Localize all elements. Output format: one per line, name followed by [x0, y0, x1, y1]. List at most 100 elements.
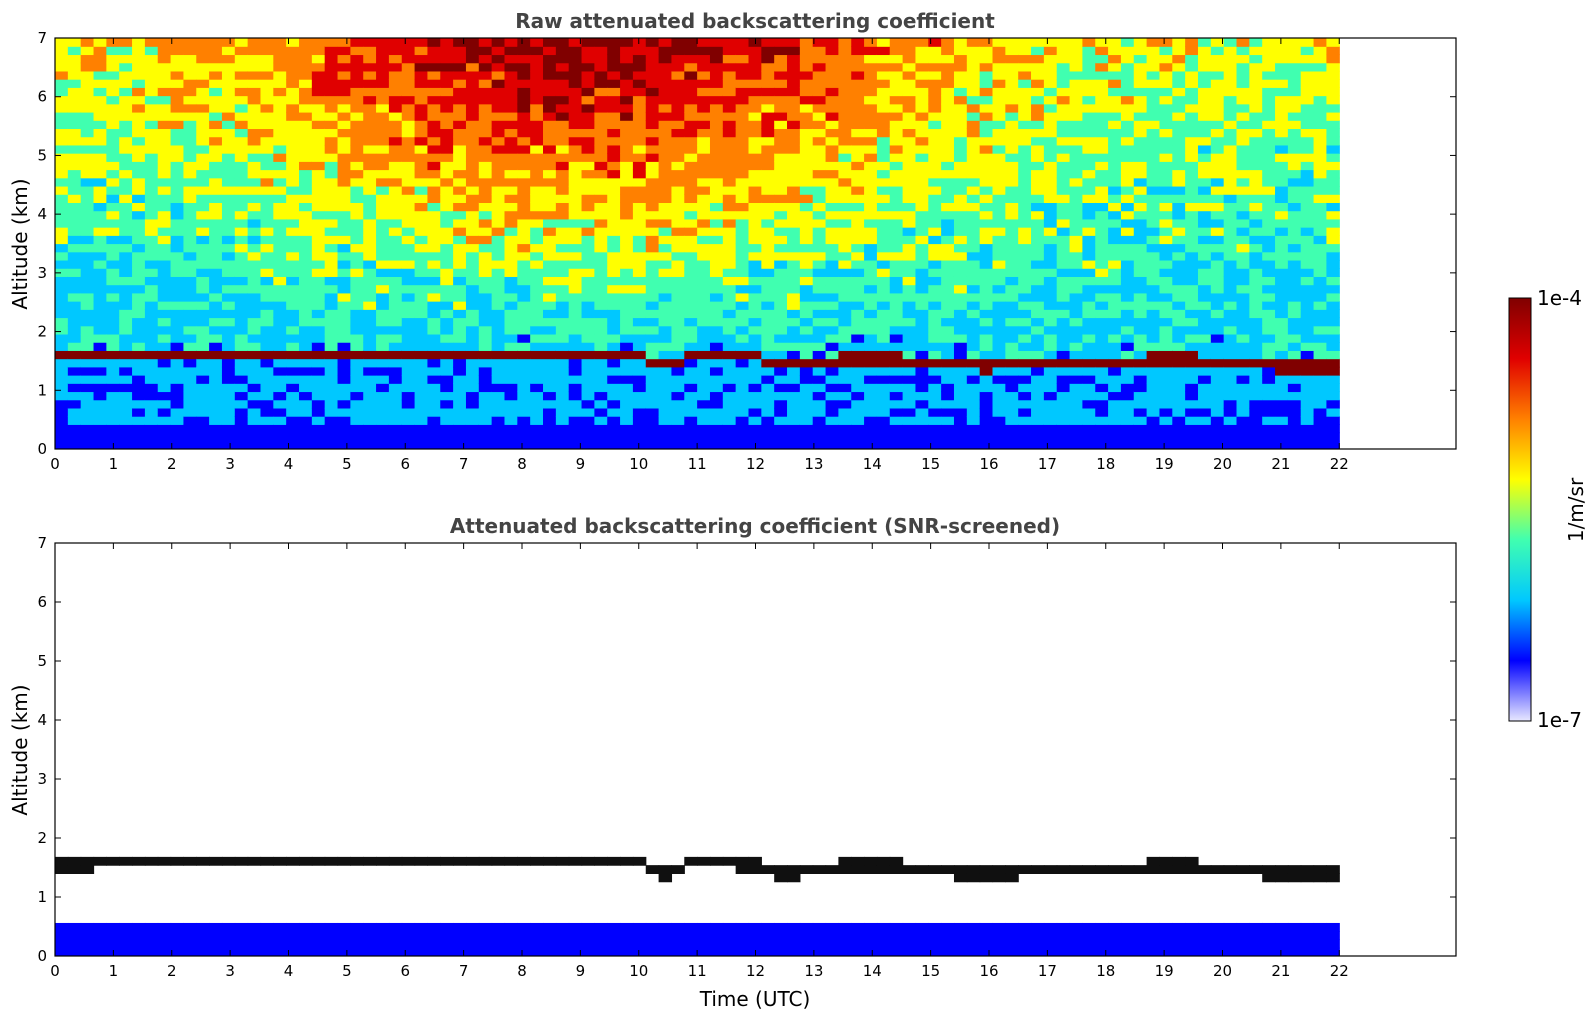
- heatmap-cell: [440, 301, 454, 310]
- heatmap-cell: [1172, 399, 1186, 409]
- heatmap-cell: [286, 62, 300, 72]
- heatmap-cell: [67, 292, 82, 302]
- heatmap-cell: [119, 79, 133, 88]
- heatmap-cell: [93, 218, 107, 228]
- heatmap-cell: [928, 161, 942, 171]
- heatmap-cell: [1095, 185, 1109, 195]
- heatmap-cell: [106, 432, 120, 442]
- heatmap-cell: [645, 46, 660, 56]
- heatmap-cell: [440, 325, 454, 335]
- heatmap-cell: [915, 202, 929, 212]
- heatmap-cell: [812, 309, 827, 319]
- heatmap-cell: [902, 276, 917, 286]
- heatmap-cell: [555, 111, 570, 121]
- heatmap-cell: [453, 366, 467, 376]
- heatmap-cell: [530, 292, 544, 302]
- heatmap-cell: [1056, 227, 1071, 236]
- heatmap-cell: [1133, 276, 1148, 286]
- heatmap-cell: [761, 251, 775, 261]
- heatmap-cell: [221, 375, 236, 384]
- heatmap-cell: [170, 317, 185, 327]
- heatmap-cell: [1236, 79, 1250, 88]
- heatmap-cell: [864, 251, 878, 261]
- heatmap-cell: [902, 79, 917, 88]
- heatmap-cell: [517, 95, 531, 105]
- heatmap-cell: [979, 259, 994, 269]
- heatmap-cell: [799, 391, 814, 401]
- heatmap-cell: [324, 38, 339, 47]
- heatmap-cell: [992, 259, 1006, 269]
- heatmap-cell: [170, 424, 185, 434]
- heatmap-cell: [671, 243, 685, 253]
- heatmap-cell: [581, 375, 595, 384]
- heatmap-cell: [838, 169, 852, 179]
- heatmap-cell: [1313, 185, 1327, 195]
- heatmap-cell: [915, 325, 929, 335]
- heatmap-cell: [1031, 95, 1045, 105]
- heatmap-cell: [465, 54, 480, 64]
- heatmap-cell: [684, 333, 698, 343]
- heatmap-cell: [992, 144, 1006, 154]
- heatmap-cell: [684, 301, 698, 310]
- heatmap-cell: [324, 153, 339, 162]
- heatmap-cell: [851, 407, 865, 417]
- heatmap-cell: [530, 259, 544, 269]
- heatmap-cell: [1082, 251, 1096, 261]
- heatmap-cell: [132, 54, 146, 64]
- heatmap-cell: [144, 276, 159, 286]
- heatmap-cell: [928, 301, 942, 310]
- heatmap-cell: [530, 383, 544, 393]
- heatmap-cell: [491, 292, 506, 302]
- heatmap-cell: [722, 424, 737, 434]
- heatmap-cell: [1031, 169, 1045, 179]
- heatmap-cell: [144, 210, 159, 220]
- heatmap-cell: [1005, 70, 1019, 80]
- heatmap-cell: [1275, 87, 1289, 97]
- heatmap-cell: [709, 144, 724, 154]
- heatmap-cell: [953, 235, 968, 245]
- heatmap-cell: [299, 95, 313, 105]
- heatmap-cell: [260, 284, 274, 294]
- heatmap-cell: [1249, 342, 1263, 351]
- heatmap-cell: [1018, 235, 1032, 245]
- heatmap-cell: [838, 358, 852, 368]
- heatmap-cell: [1326, 243, 1340, 253]
- heatmap-cell: [299, 177, 313, 187]
- heatmap-cell: [478, 169, 493, 179]
- heatmap-cell: [247, 210, 262, 220]
- heatmap-cell: [273, 350, 287, 360]
- heatmap-cell: [1210, 62, 1225, 72]
- heatmap-cell: [465, 292, 480, 302]
- heatmap-cell: [363, 243, 377, 253]
- heatmap-cell: [1172, 136, 1186, 146]
- heatmap-cell: [183, 227, 197, 236]
- heatmap-cell: [1159, 120, 1173, 130]
- heatmap-cell: [1031, 440, 1045, 449]
- heatmap-cell: [440, 251, 454, 261]
- heatmap-cell: [119, 128, 133, 138]
- heatmap-cell: [106, 383, 120, 393]
- heatmap-cell: [209, 120, 223, 130]
- heatmap-cell: [465, 309, 480, 319]
- heatmap-cell: [812, 111, 827, 121]
- heatmap-cell: [1313, 169, 1327, 179]
- heatmap-cell: [1313, 358, 1327, 368]
- heatmap-cell: [889, 227, 904, 236]
- heatmap-cell: [247, 358, 262, 368]
- heatmap-cell: [260, 54, 274, 64]
- heatmap-cell: [966, 202, 981, 212]
- heatmap-cell: [581, 210, 595, 220]
- heatmap-cell: [1146, 284, 1161, 294]
- heatmap-cell: [1005, 227, 1019, 236]
- heatmap-cell: [55, 46, 69, 56]
- heatmap-cell: [491, 70, 506, 80]
- heatmap-cell: [568, 128, 583, 138]
- heatmap-cell: [401, 333, 416, 343]
- heatmap-cell: [337, 202, 351, 212]
- heatmap-cell: [273, 210, 287, 220]
- heatmap-cell: [453, 375, 467, 384]
- heatmap-cell: [1236, 440, 1250, 449]
- heatmap-cell: [440, 169, 454, 179]
- heatmap-cell: [825, 169, 839, 179]
- heatmap-cell: [787, 161, 801, 171]
